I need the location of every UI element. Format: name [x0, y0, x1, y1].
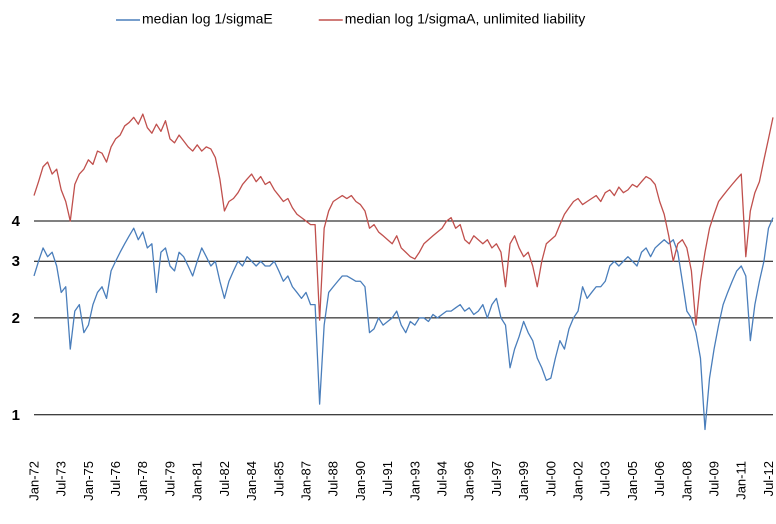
y-tick-label: 2 — [12, 310, 20, 327]
legend-label: median log 1/sigmaE — [142, 11, 273, 27]
x-tick-label: Jan-05 — [625, 461, 640, 501]
x-tick-label: Jan-72 — [26, 461, 41, 501]
x-tick-label: Jul-79 — [162, 461, 177, 496]
x-tick-label: Jan-96 — [462, 461, 477, 501]
y-tick-label: 1 — [12, 407, 20, 424]
legend-label: median log 1/sigmaA, unlimited liability — [345, 11, 585, 27]
x-tick-label: Jul-00 — [543, 461, 558, 496]
x-tick-label: Jan-78 — [135, 461, 150, 501]
x-tick-label: Jan-84 — [244, 461, 259, 501]
x-tick-label: Jul-97 — [489, 461, 504, 496]
x-tick-label: Jan-87 — [298, 461, 313, 501]
y-tick-label: 3 — [12, 253, 20, 270]
x-tick-label: Jan-81 — [190, 461, 205, 501]
x-tick-label: Jul-09 — [706, 461, 721, 496]
x-tick-label: Jan-99 — [516, 461, 531, 501]
x-tick-label: Jan-11 — [734, 461, 749, 500]
x-tick-label: Jan-02 — [570, 461, 585, 501]
x-tick-label: Jan-93 — [407, 461, 422, 501]
x-tick-label: Jul-12 — [761, 461, 776, 496]
series-line — [33, 217, 774, 431]
x-tick-label: Jul-82 — [217, 461, 232, 496]
x-tick-label: Jul-76 — [108, 461, 123, 496]
x-tick-label: Jan-90 — [353, 461, 368, 501]
x-tick-label: Jul-85 — [271, 461, 286, 496]
series-line — [33, 113, 774, 326]
x-tick-label: Jan-75 — [81, 461, 96, 501]
x-tick-label: Jul-94 — [434, 461, 449, 496]
x-tick-label: Jul-73 — [54, 461, 69, 496]
x-tick-label: Jan-08 — [679, 461, 694, 501]
x-tick-label: Jul-91 — [380, 461, 395, 496]
x-tick-label: Jul-06 — [652, 461, 667, 496]
y-tick-label: 4 — [12, 213, 21, 230]
x-tick-label: Jul-88 — [326, 461, 341, 496]
x-tick-label: Jul-03 — [598, 461, 613, 496]
